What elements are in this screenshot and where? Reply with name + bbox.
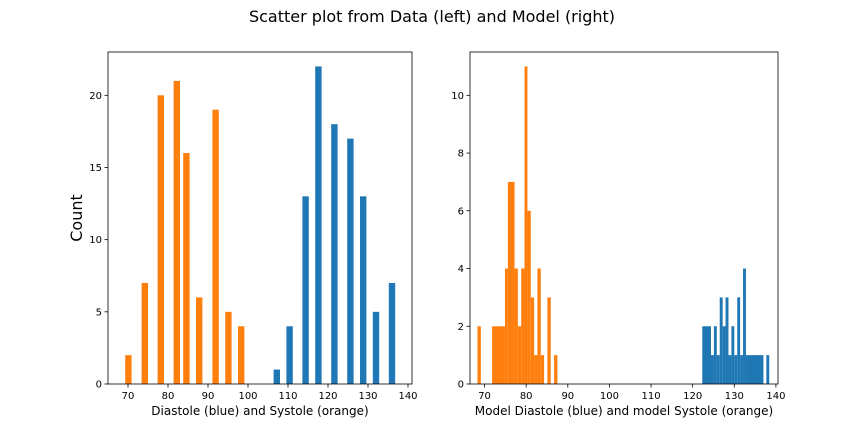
- x-axis-label: Model Diastole (blue) and model Systole …: [475, 404, 773, 418]
- bar: [514, 268, 518, 384]
- bar: [273, 369, 280, 384]
- x-tick-label: 140: [398, 391, 417, 402]
- y-tick-label: 0: [458, 380, 464, 391]
- y-axis-label: Count: [67, 194, 86, 242]
- bar: [743, 268, 746, 384]
- bar: [517, 326, 522, 384]
- bar: [534, 355, 538, 384]
- bar: [540, 355, 545, 384]
- bar: [360, 196, 367, 384]
- bar: [716, 355, 720, 384]
- x-tick-label: 100: [600, 391, 619, 402]
- bar: [183, 153, 190, 384]
- y-tick-label: 8: [458, 149, 464, 160]
- bar: [331, 124, 338, 384]
- bar: [372, 311, 380, 384]
- bar: [702, 326, 711, 384]
- y-tick-label: 4: [458, 264, 464, 275]
- bar: [710, 355, 714, 384]
- x-tick-label: 120: [318, 391, 337, 402]
- bar: [494, 326, 505, 384]
- bar: [725, 297, 729, 384]
- y-tick-label: 10: [451, 91, 464, 102]
- x-tick-label: 140: [766, 391, 785, 402]
- x-tick-label: 130: [358, 391, 377, 402]
- bar: [722, 326, 726, 384]
- series-0: [477, 66, 558, 384]
- bar: [315, 66, 322, 384]
- bar: [225, 311, 232, 384]
- bar: [302, 196, 309, 384]
- bar: [530, 297, 535, 384]
- x-tick-label: 80: [520, 391, 533, 402]
- x-axis-label: Diastole (blue) and Systole (orange): [151, 404, 368, 418]
- bar: [507, 181, 515, 384]
- bar: [212, 109, 219, 384]
- bar: [766, 355, 770, 384]
- x-tick-label: 120: [683, 391, 702, 402]
- axes-frame: [469, 51, 779, 385]
- bar: [731, 326, 735, 384]
- y-tick-label: 15: [89, 163, 102, 174]
- bar: [737, 297, 741, 384]
- figure-suptitle: Scatter plot from Data (left) and Model …: [249, 7, 615, 26]
- x-tick-label: 110: [278, 391, 297, 402]
- series-1: [702, 268, 770, 384]
- bar: [713, 326, 717, 384]
- bar: [157, 95, 164, 384]
- x-tick-label: 90: [202, 391, 215, 402]
- bar: [537, 268, 541, 384]
- x-tick-label: 130: [725, 391, 744, 402]
- bar: [728, 355, 732, 384]
- bar: [734, 355, 738, 384]
- x-tick-label: 70: [478, 391, 491, 402]
- x-tick-label: 110: [642, 391, 661, 402]
- x-tick-label: 90: [561, 391, 574, 402]
- bar: [740, 355, 744, 384]
- bar: [125, 355, 132, 384]
- bar: [388, 282, 396, 384]
- bar: [521, 268, 525, 384]
- axes-frame: [107, 51, 413, 385]
- y-tick-label: 6: [458, 206, 464, 217]
- bar: [347, 138, 354, 384]
- x-tick-label: 70: [122, 391, 135, 402]
- series-0: [125, 80, 245, 384]
- left-data-panel: 70 80 90 100 110 120 130 140 0 5 10 15 20 Diastole (b…: [67, 51, 418, 418]
- y-tick-label: 20: [89, 91, 102, 102]
- x-tick-label: 80: [162, 391, 175, 402]
- bar: [547, 297, 551, 384]
- y-tick-label: 10: [89, 235, 102, 246]
- x-tick-label: 100: [238, 391, 257, 402]
- bar: [477, 326, 481, 384]
- right-model-panel: 70 80 90 100 110 120 130 140 0 2 4 6 8 10 Model Diasto…: [451, 51, 785, 418]
- bar: [173, 80, 180, 384]
- bar: [524, 66, 528, 384]
- y-tick-label: 0: [96, 380, 102, 391]
- bar: [745, 355, 764, 384]
- bar: [196, 297, 203, 384]
- bar: [141, 282, 148, 384]
- bar: [492, 326, 495, 384]
- bar: [719, 297, 723, 384]
- bar: [238, 326, 245, 384]
- bar: [527, 210, 531, 384]
- y-tick-label: 5: [96, 307, 102, 318]
- bar: [504, 268, 508, 384]
- series-1: [273, 66, 396, 384]
- y-tick-label: 2: [458, 322, 464, 333]
- bar: [554, 355, 558, 384]
- bar: [286, 326, 293, 384]
